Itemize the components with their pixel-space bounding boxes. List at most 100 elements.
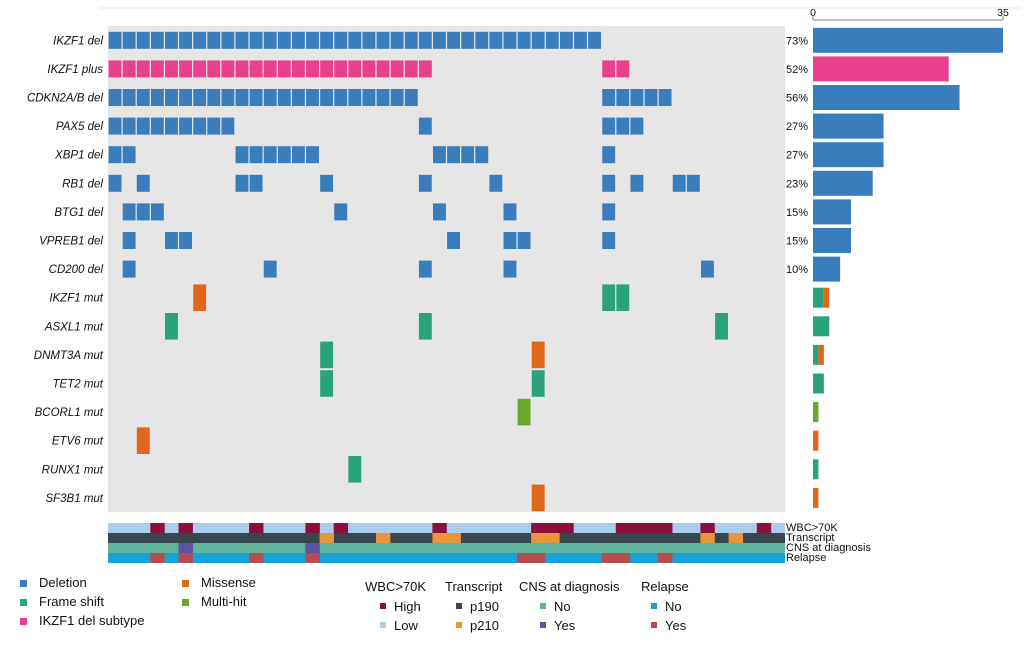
frequency-bars: [813, 27, 1003, 508]
gene-label: RB1 del: [62, 178, 103, 190]
alteration-cell: [616, 117, 630, 135]
alteration-cell: [574, 31, 587, 49]
legend-swatch: [456, 603, 462, 609]
alteration-cell: [263, 146, 277, 164]
alteration-cell: [122, 146, 136, 164]
gene-label: ETV6 mut: [52, 436, 104, 448]
frequency-bar: [813, 56, 949, 82]
alteration-cell: [193, 60, 207, 78]
legend-swatch: [540, 603, 546, 609]
clinical-cell: [615, 523, 631, 533]
alteration-cell: [165, 89, 178, 106]
alteration-cell: [122, 60, 136, 78]
alteration-cell: [686, 174, 700, 192]
gene-label: PAX5 del: [56, 121, 104, 133]
frequency-bar: [813, 113, 884, 139]
alteration-cell: [306, 31, 319, 49]
frequency-bar: [813, 256, 841, 282]
alteration-cell: [531, 484, 545, 512]
alteration-cell: [404, 89, 418, 106]
alteration-cell: [320, 89, 334, 106]
frequency-bar: [813, 142, 884, 168]
alteration-cell: [390, 31, 404, 49]
alteration-cell: [602, 89, 616, 106]
alteration-cell: [602, 284, 616, 311]
alteration-cell: [489, 174, 503, 192]
alteration-cell: [531, 31, 545, 49]
alteration-cell: [503, 260, 517, 278]
frequency-bar: [813, 199, 851, 225]
alteration-cell: [418, 313, 432, 340]
axis-tick-label: 35: [997, 7, 1009, 19]
frequency-bar: [813, 344, 819, 365]
alteration-cell: [122, 203, 136, 221]
alteration-cell: [545, 31, 559, 49]
percent-label: 27%: [786, 150, 808, 162]
legend-label: Frame shift: [39, 594, 104, 609]
alteration-cell: [644, 89, 658, 106]
legend-label: Yes: [554, 618, 576, 633]
alteration-cell: [179, 31, 193, 49]
alteration-cell: [461, 146, 475, 164]
legend-label: No: [554, 599, 571, 614]
alteration-cell: [602, 117, 616, 135]
alteration-cell: [235, 60, 249, 78]
matrix-background: [108, 26, 785, 513]
alteration-cell: [616, 89, 630, 106]
alteration-cell: [108, 60, 122, 78]
alteration-cell: [418, 60, 432, 78]
alteration-cell: [362, 60, 376, 78]
alteration-cell: [150, 31, 164, 49]
alteration-cell: [334, 89, 348, 106]
alteration-cell: [334, 60, 348, 78]
legend-swatch: [651, 622, 657, 628]
alteration-cell: [489, 31, 503, 49]
legend-title: Relapse: [641, 579, 689, 594]
legend-label: No: [665, 599, 682, 614]
alteration-cell: [616, 60, 630, 78]
alteration-cell: [334, 31, 348, 49]
alteration-cell: [108, 117, 122, 135]
legend-swatch: [182, 599, 189, 606]
alteration-cell: [277, 31, 291, 49]
alteration-cell: [136, 427, 150, 454]
alteration-cell: [531, 370, 545, 397]
alteration-cell: [165, 313, 178, 340]
alteration-cell: [306, 89, 319, 106]
alteration-cell: [602, 60, 616, 78]
clinical-cell: [305, 523, 320, 533]
alteration-cell: [207, 117, 221, 135]
frequency-bar: [813, 170, 873, 196]
gene-labels: IKZF1 del IKZF1 plus CDKN2A/B del PAX5 del X…: [27, 35, 104, 505]
percent-labels: 73% 52% 56% 27% 27% 23% 15% 15% 10%: [786, 35, 808, 276]
alteration-cell: [122, 31, 136, 49]
alteration-cell: [376, 89, 390, 106]
percent-label: 15%: [786, 207, 808, 219]
alteration-cell: [390, 60, 404, 78]
gene-label: CDKN2A/B del: [27, 93, 104, 105]
percent-label: 15%: [786, 236, 808, 248]
clinical-cell: [559, 523, 574, 533]
alteration-cell: [447, 232, 460, 249]
clinical-cell: [700, 523, 715, 533]
alteration-cell: [263, 260, 277, 278]
alteration-cell: [320, 370, 334, 397]
alteration-cell: [249, 89, 263, 106]
alteration-cell: [517, 31, 531, 49]
percent-label: 52%: [786, 64, 808, 76]
alteration-cell: [179, 60, 193, 78]
alteration-cell: [193, 117, 207, 135]
alteration-cell: [348, 31, 362, 49]
alteration-cell: [630, 117, 644, 135]
frequency-bar: [813, 487, 819, 508]
legend-swatch: [456, 622, 462, 628]
alteration-cell: [418, 174, 432, 192]
alteration-cell: [658, 89, 672, 106]
alteration-cell: [235, 89, 249, 106]
alteration-cell: [221, 31, 235, 49]
axis-tick-label: 0: [810, 7, 816, 19]
alteration-cell: [616, 284, 630, 311]
gene-label: DNMT3A mut: [34, 350, 104, 362]
